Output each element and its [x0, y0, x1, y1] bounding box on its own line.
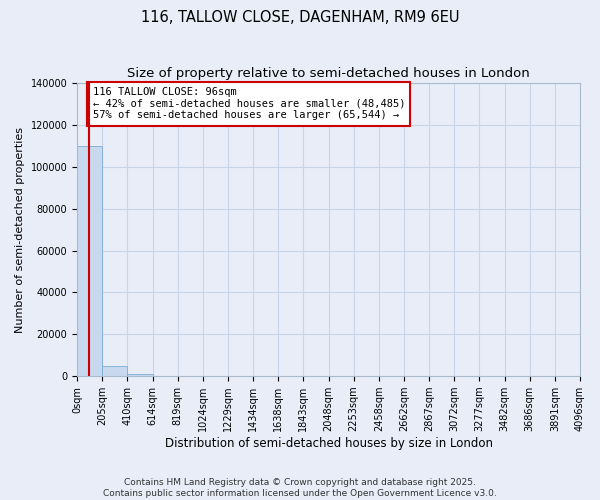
Text: 116, TALLOW CLOSE, DAGENHAM, RM9 6EU: 116, TALLOW CLOSE, DAGENHAM, RM9 6EU [141, 10, 459, 25]
Bar [127, 374, 152, 376]
Title: Size of property relative to semi-detached houses in London: Size of property relative to semi-detach… [127, 68, 530, 80]
Y-axis label: Number of semi-detached properties: Number of semi-detached properties [15, 126, 25, 332]
Text: 116 TALLOW CLOSE: 96sqm
← 42% of semi-detached houses are smaller (48,485)
57% o: 116 TALLOW CLOSE: 96sqm ← 42% of semi-de… [92, 87, 405, 120]
Bar [103, 366, 127, 376]
X-axis label: Distribution of semi-detached houses by size in London: Distribution of semi-detached houses by … [164, 437, 493, 450]
Bar [77, 146, 103, 376]
Text: Contains HM Land Registry data © Crown copyright and database right 2025.
Contai: Contains HM Land Registry data © Crown c… [103, 478, 497, 498]
